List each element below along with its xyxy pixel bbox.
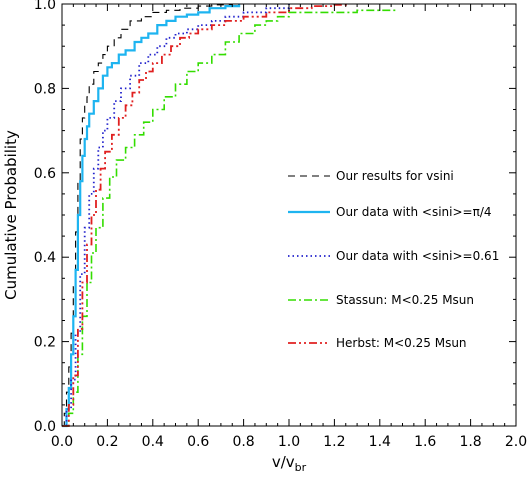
series-line [62, 9, 396, 427]
series-line [62, 4, 290, 427]
legend-label: Our data with <sini>=π/4 [336, 205, 492, 219]
series-line [62, 4, 241, 428]
y-axis-label: Cumulative Probability [2, 130, 20, 300]
x-tick-label: 0.6 [187, 434, 209, 450]
y-tick-label: 0.8 [34, 81, 56, 97]
x-axis-ticks: 0.0 0.2 0.4 0.6 0.8 1.0 1.2 1.4 1.6 1.8 2.0 [51, 4, 527, 450]
x-tick-label: 1.6 [414, 434, 436, 450]
legend-label: Stassun: M<0.25 Msun [336, 293, 474, 307]
x-tick-label: 2.0 [505, 434, 527, 450]
series-line [62, 3, 349, 427]
x-tick-label: 1.2 [323, 434, 345, 450]
y-tick-label: 0.0 [34, 419, 56, 435]
data-curves [62, 3, 396, 428]
series-line [62, 4, 233, 427]
legend-label: Our data with <sini>=0.61 [336, 249, 499, 263]
x-axis-label-main: v/v [272, 453, 295, 471]
legend: Our results for vsini Our data with <sini… [288, 169, 499, 350]
x-axis-label-subscript: br [295, 461, 307, 474]
legend-label: Herbst: M<0.25 Msun [336, 336, 467, 350]
x-tick-label: 0.0 [51, 434, 73, 450]
x-tick-label: 0.2 [96, 434, 118, 450]
y-tick-label: 0.4 [34, 250, 56, 266]
y-tick-label: 0.6 [34, 166, 56, 182]
x-tick-label: 1.0 [278, 434, 300, 450]
y-tick-label: 0.2 [34, 335, 56, 351]
x-tick-label: 1.4 [369, 434, 391, 450]
x-tick-label: 0.4 [142, 434, 164, 450]
y-tick-label: 1.0 [34, 0, 56, 13]
y-axis-ticks: 0.0 0.2 0.4 0.6 0.8 1.0 [34, 0, 516, 435]
x-axis-label: v/vbr [272, 453, 307, 474]
x-tick-label: 1.8 [459, 434, 481, 450]
x-tick-label: 0.8 [232, 434, 254, 450]
legend-label: Our results for vsini [336, 169, 454, 183]
